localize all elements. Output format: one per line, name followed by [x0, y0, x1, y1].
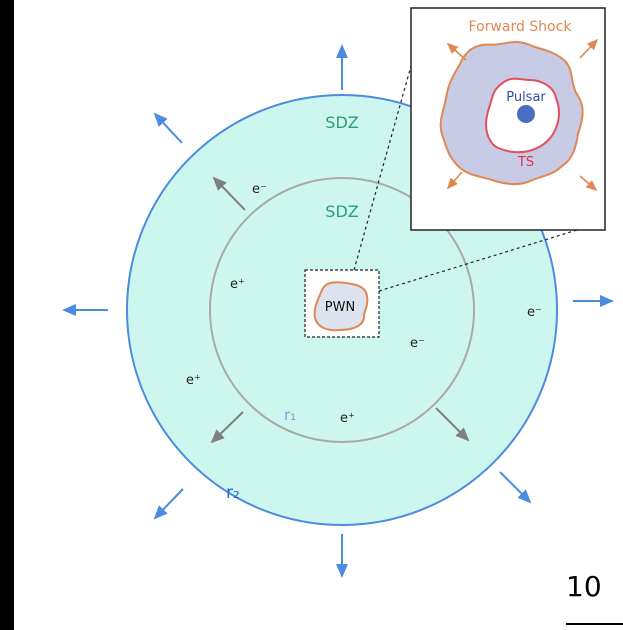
forward-shock-label: Forward Shock	[469, 19, 573, 35]
arrow-lower-left	[153, 488, 184, 520]
pwn-label: PWN	[325, 300, 355, 315]
arrow-upper-left	[153, 112, 183, 144]
gray-arrow-upper-left	[212, 176, 246, 211]
page-number-underline	[566, 623, 623, 625]
electron-label-center: e⁻	[410, 336, 425, 351]
inset-pulsar-wind-nebula: Forward Shock Pulsar TS	[410, 7, 606, 231]
inner-arrows	[210, 176, 470, 444]
inner-sdz-circle	[209, 177, 475, 443]
electron-label-upper: e⁻	[252, 182, 267, 197]
ts-label: TS	[517, 155, 534, 170]
positron-label-left: e⁺	[230, 277, 245, 292]
positron-label-bottom: e⁺	[340, 411, 355, 426]
page-number: 10	[566, 570, 602, 603]
sdz-outer-label: SDZ	[325, 113, 358, 132]
pulsar-label: Pulsar	[506, 90, 546, 105]
outward-arrows	[62, 44, 614, 578]
arrow-lower-right	[499, 471, 532, 504]
pwn-blob	[313, 281, 369, 332]
positron-label-outer: e⁺	[186, 373, 201, 388]
radius-r1-label: r₁	[284, 406, 296, 424]
zoom-line-top	[353, 65, 412, 271]
inset-arrow-upper-left	[446, 42, 467, 61]
zoom-line-bottom	[378, 225, 591, 292]
sdz-inner-label: SDZ	[325, 202, 358, 221]
pulsar-dot	[517, 105, 535, 123]
electron-label-right: e⁻	[527, 305, 542, 320]
inset-arrow-lower-right	[579, 175, 598, 192]
inset-arrow-upper-right	[579, 38, 599, 59]
gray-arrow-lower-right	[435, 407, 470, 442]
gray-arrow-lower-left	[210, 411, 244, 444]
radius-r2-label: r₂	[226, 483, 240, 503]
inset-arrow-lower-left	[446, 171, 463, 190]
